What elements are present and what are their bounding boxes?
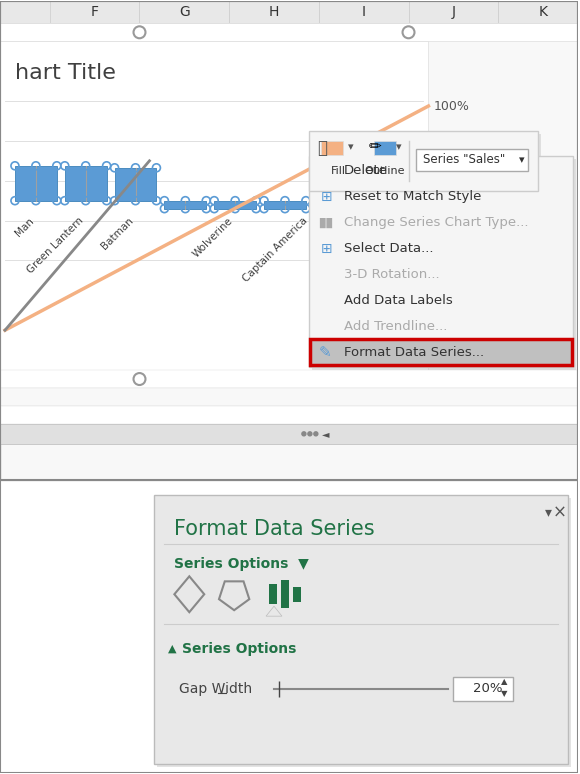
Text: Reset to Match Style: Reset to Match Style xyxy=(344,190,481,204)
Text: 20%: 20% xyxy=(473,683,503,695)
Bar xyxy=(15,166,57,200)
Bar xyxy=(454,677,513,701)
Bar xyxy=(312,159,576,370)
Bar xyxy=(321,141,343,155)
Bar xyxy=(0,41,429,370)
Bar xyxy=(309,156,573,367)
Bar xyxy=(157,498,571,766)
Text: ⊞: ⊞ xyxy=(321,190,332,204)
Text: H: H xyxy=(269,5,279,19)
Bar xyxy=(115,168,157,200)
Circle shape xyxy=(302,432,306,436)
Text: K: K xyxy=(538,5,548,19)
Polygon shape xyxy=(266,606,282,616)
Bar xyxy=(65,166,107,200)
Bar xyxy=(0,2,578,480)
Bar xyxy=(310,339,572,365)
Text: Man: Man xyxy=(13,216,36,238)
Text: ▲: ▲ xyxy=(501,677,508,687)
Bar xyxy=(0,2,578,23)
Bar xyxy=(312,134,541,194)
Text: Delete: Delete xyxy=(344,164,387,177)
Text: Add Data Labels: Add Data Labels xyxy=(344,294,452,307)
Text: ▾: ▾ xyxy=(519,155,525,165)
Bar xyxy=(0,23,578,41)
Bar xyxy=(0,406,578,424)
Bar xyxy=(310,339,572,365)
Text: ✏️: ✏️ xyxy=(369,139,382,154)
Text: Outline: Outline xyxy=(364,166,405,176)
Bar xyxy=(0,370,578,388)
Text: F: F xyxy=(90,5,99,19)
Bar xyxy=(214,200,256,209)
Text: Black Wido...: Black Wido... xyxy=(335,216,390,270)
Bar xyxy=(0,424,578,444)
Text: J: J xyxy=(451,5,455,19)
Bar xyxy=(416,149,528,171)
Text: 3-D Rotation...: 3-D Rotation... xyxy=(344,268,440,281)
Bar xyxy=(364,200,405,209)
Text: Green Lantern: Green Lantern xyxy=(26,216,86,276)
Text: Fill: Fill xyxy=(331,166,346,176)
Text: ▾: ▾ xyxy=(396,142,401,152)
Text: 40%: 40% xyxy=(433,249,461,262)
Bar xyxy=(229,2,319,23)
Text: Series Options: Series Options xyxy=(182,642,297,656)
Text: Captain America: Captain America xyxy=(241,216,310,284)
Bar xyxy=(269,584,277,604)
Text: Format Data Series: Format Data Series xyxy=(175,519,375,539)
Bar xyxy=(50,2,140,23)
Bar xyxy=(281,580,289,608)
Text: Series "Sales": Series "Sales" xyxy=(423,153,506,166)
Text: 🪣: 🪣 xyxy=(317,139,327,157)
Bar xyxy=(293,587,301,601)
Text: Add Trendline...: Add Trendline... xyxy=(344,320,447,333)
Text: Gap Width: Gap Width xyxy=(179,682,252,696)
Text: hart Title: hart Title xyxy=(15,63,116,83)
Text: Batman: Batman xyxy=(100,216,136,252)
Circle shape xyxy=(314,432,318,436)
Bar xyxy=(0,2,578,480)
Text: ▼: ▼ xyxy=(501,690,508,698)
Text: I: I xyxy=(362,5,365,19)
Text: ▊▊: ▊▊ xyxy=(320,217,334,228)
Text: ▲: ▲ xyxy=(168,644,177,654)
Bar xyxy=(309,131,538,190)
Bar xyxy=(140,2,229,23)
Text: ◄: ◄ xyxy=(322,429,329,439)
Bar xyxy=(374,141,396,155)
Bar xyxy=(498,2,580,23)
Bar xyxy=(408,2,498,23)
Text: ×: × xyxy=(553,504,567,522)
Text: ▾: ▾ xyxy=(348,142,354,152)
Bar xyxy=(154,495,568,764)
Text: G: G xyxy=(179,5,190,19)
Bar xyxy=(264,200,306,209)
Bar xyxy=(319,2,408,23)
Circle shape xyxy=(308,432,312,436)
Text: Change Series Chart Type...: Change Series Chart Type... xyxy=(344,216,528,229)
Text: ▾: ▾ xyxy=(545,505,552,519)
Text: Select Data...: Select Data... xyxy=(344,242,433,255)
Text: ✎: ✎ xyxy=(318,344,331,360)
Bar xyxy=(164,200,206,209)
Text: 100%: 100% xyxy=(433,100,469,112)
Bar xyxy=(0,388,578,406)
Bar xyxy=(314,200,356,209)
Text: Wolverine: Wolverine xyxy=(191,216,235,259)
Text: Series Options  ▼: Series Options ▼ xyxy=(175,557,309,571)
Text: Format Data Series...: Format Data Series... xyxy=(344,346,484,358)
Text: ⊞: ⊞ xyxy=(321,241,332,255)
